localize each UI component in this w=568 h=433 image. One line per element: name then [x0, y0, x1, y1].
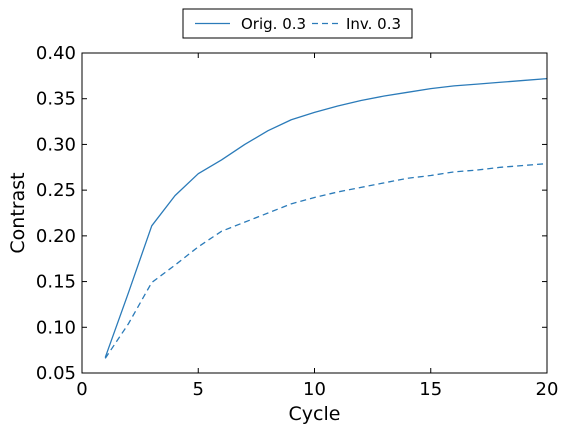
x-tick-label: 15	[419, 379, 442, 400]
x-tick-label: 0	[76, 379, 87, 400]
y-tick-label: 0.20	[36, 226, 76, 247]
y-tick-label: 0.25	[36, 180, 76, 201]
y-axis-label: Contrast	[7, 172, 29, 253]
x-tick-label: 10	[303, 379, 326, 400]
x-axis-label: Cycle	[289, 403, 341, 425]
legend-label-inv: Inv. 0.3	[346, 15, 401, 33]
x-tick-label: 5	[193, 379, 204, 400]
x-tick-label: 20	[536, 379, 559, 400]
series-line-inv	[104, 162, 548, 359]
y-tick-label: 0.15	[36, 272, 76, 293]
y-tick-label: 0.40	[36, 43, 76, 64]
series-line-orig	[104, 77, 548, 358]
y-tick-label: 0.05	[36, 363, 76, 384]
plot-area	[104, 77, 548, 359]
legend-label-orig: Orig. 0.3	[241, 15, 306, 33]
y-tick-label: 0.30	[36, 134, 76, 155]
y-tick-label: 0.35	[36, 89, 76, 110]
axis-ticks: 0 5 10 15 20 0.05 0.10 0.15 0.20 0.25 0.30 0.35 0.40	[36, 43, 559, 400]
plot-frame	[81, 52, 548, 374]
y-tick-label: 0.10	[36, 317, 76, 338]
legend: Orig. 0.3 Inv. 0.3	[182, 8, 413, 39]
